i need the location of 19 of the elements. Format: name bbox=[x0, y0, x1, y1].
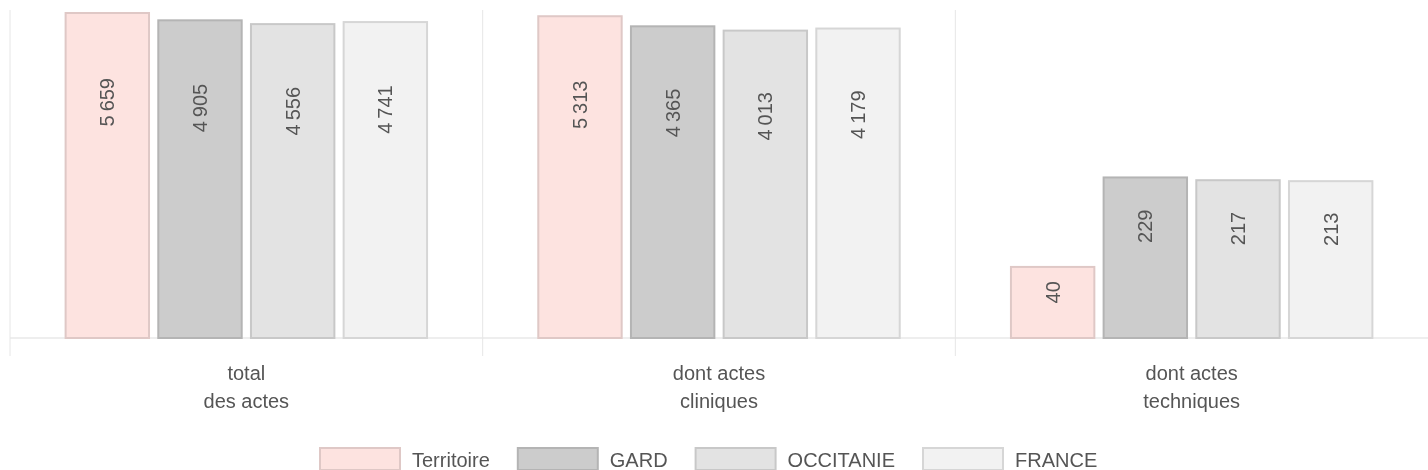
data-label: 4 179 bbox=[847, 90, 870, 139]
x-tick-label: total des actes bbox=[203, 362, 290, 412]
data-label: 40 bbox=[1041, 281, 1064, 304]
x-tick-label: dont actes cliniques bbox=[672, 362, 766, 412]
data-label: 217 bbox=[1227, 211, 1250, 246]
legend-label: Territoire bbox=[412, 449, 490, 470]
data-label: 213 bbox=[1319, 212, 1342, 246]
data-label: 4 741 bbox=[374, 85, 397, 134]
x-tick-label: dont actes techniques bbox=[1143, 362, 1241, 412]
data-label: 4 905 bbox=[188, 83, 211, 133]
legend-label: OCCITANIE bbox=[787, 449, 896, 470]
data-label: 5 313 bbox=[568, 80, 591, 130]
data-label: 229 bbox=[1134, 209, 1157, 243]
data-label: 4 556 bbox=[281, 86, 304, 136]
legend-label: FRANCE bbox=[1015, 449, 1098, 470]
legend-label: GARD bbox=[609, 449, 668, 470]
data-label: 4 365 bbox=[661, 88, 684, 138]
data-label: 4 013 bbox=[754, 92, 777, 141]
data-label: 5 659 bbox=[96, 78, 119, 127]
